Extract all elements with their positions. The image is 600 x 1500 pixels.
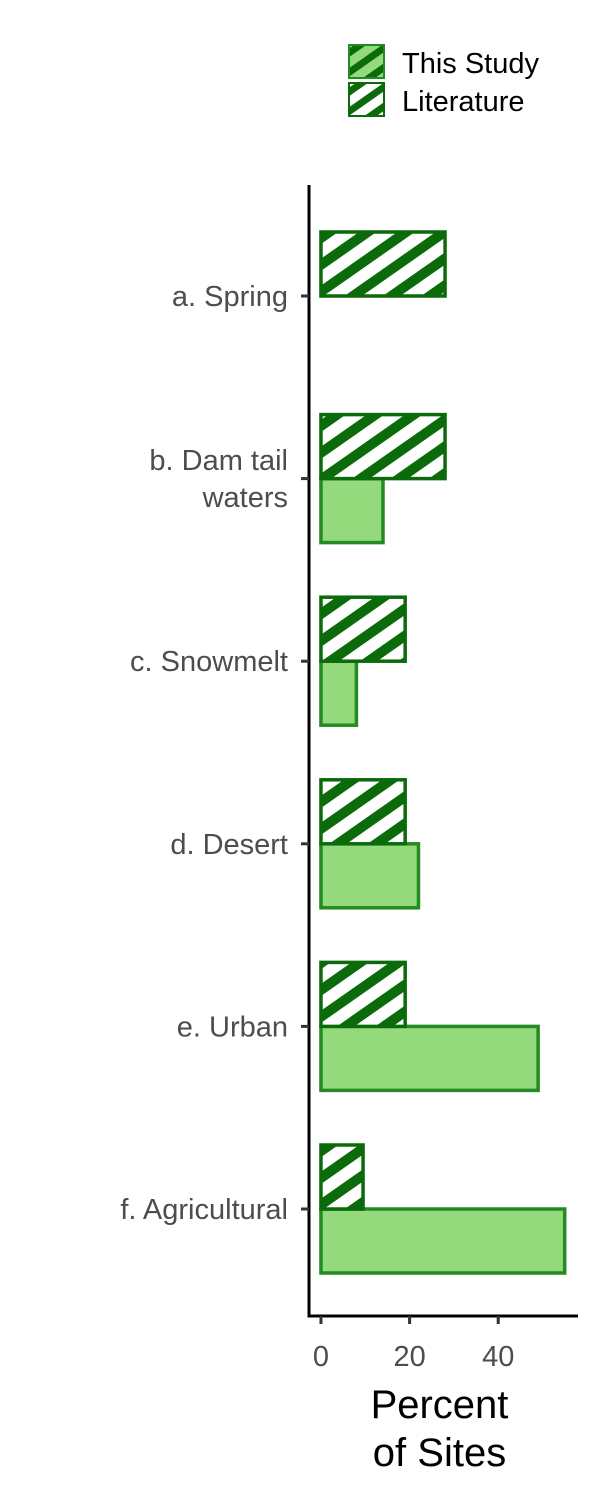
y-tick-labels: a. Spring b. Dam tail waters c. Snowmelt d. … bbox=[120, 281, 288, 1226]
legend-key-this-study bbox=[348, 44, 385, 79]
legend-label-literature: Literature bbox=[402, 86, 525, 118]
literature-bar-5 bbox=[319, 960, 407, 1029]
x-tick-label: 40 bbox=[482, 1341, 514, 1373]
legend-label-this-study: This Study bbox=[402, 48, 539, 80]
legend: This Study Literature bbox=[348, 44, 539, 118]
literature-bar-1 bbox=[319, 230, 447, 298]
bars-group bbox=[319, 230, 567, 1275]
this-study-bar-3 bbox=[319, 659, 359, 727]
y-tick-label: c. Snowmelt bbox=[130, 646, 288, 678]
y-tick-label: e. Urban bbox=[177, 1011, 288, 1043]
this-study-bar-4 bbox=[319, 842, 421, 910]
this-study-bar-2 bbox=[319, 476, 385, 545]
y-tick-label: a. Spring bbox=[172, 281, 288, 313]
this-study-bar-6 bbox=[319, 1207, 567, 1275]
literature-bar-4 bbox=[319, 778, 407, 846]
x-tick-label: 20 bbox=[393, 1341, 425, 1373]
y-tick-label: b. Dam tail bbox=[149, 445, 288, 477]
literature-bar-2 bbox=[319, 412, 447, 481]
axes-group bbox=[301, 185, 578, 1324]
y-tick-label: d. Desert bbox=[170, 829, 288, 861]
y-tick-label: f. Agricultural bbox=[120, 1194, 288, 1226]
x-axis-title: Percent of Sites bbox=[371, 1383, 509, 1475]
legend-key-literature bbox=[348, 82, 385, 117]
x-tick-labels: 0 20 40 bbox=[313, 1341, 514, 1373]
this-study-bar-5 bbox=[319, 1024, 540, 1093]
y-tick-label: waters bbox=[202, 482, 288, 514]
literature-bar-6 bbox=[319, 1143, 365, 1211]
literature-bar-3 bbox=[319, 595, 407, 663]
x-tick-label: 0 bbox=[313, 1341, 329, 1373]
